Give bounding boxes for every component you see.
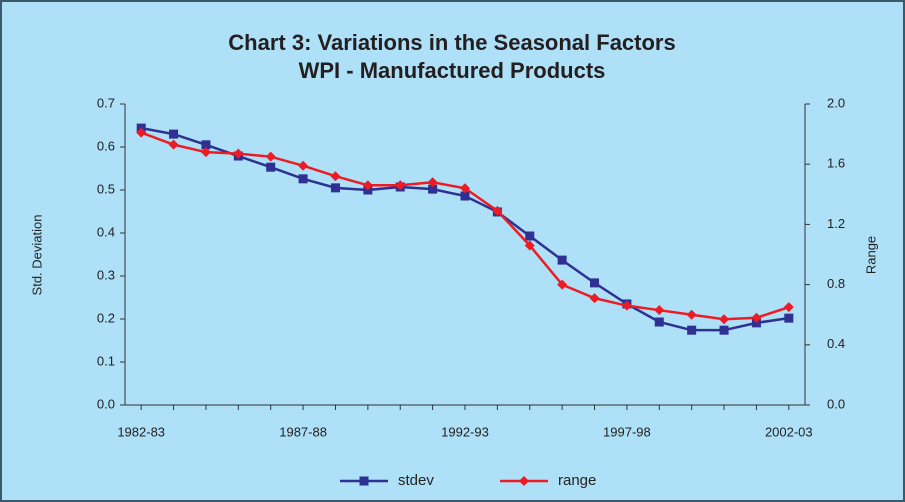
marker [524, 240, 535, 251]
y-tick-label: 0.7 [97, 95, 115, 110]
y2-axis-label: Range [863, 236, 878, 274]
marker [395, 180, 406, 191]
x-tick-label: 1992-93 [441, 424, 489, 439]
marker [359, 476, 369, 486]
legend-label: stdev [398, 472, 434, 489]
y2-tick-label: 1.6 [827, 156, 845, 171]
marker [460, 183, 470, 194]
y-tick-label: 0.3 [97, 267, 115, 282]
y2-tick-label: 0.0 [827, 396, 845, 411]
chart-title: Chart 3: Variations in the Seasonal Fact… [228, 30, 675, 55]
y-tick-label: 0.5 [97, 181, 115, 196]
marker [136, 127, 147, 138]
marker [330, 171, 341, 182]
marker [621, 300, 632, 311]
marker [330, 183, 340, 193]
marker [654, 305, 665, 316]
marker [169, 129, 179, 139]
y-tick-label: 0.0 [97, 396, 115, 411]
marker [492, 205, 503, 216]
marker [168, 139, 179, 150]
marker [200, 147, 211, 158]
y-tick-label: 0.4 [97, 224, 115, 239]
marker [784, 313, 794, 323]
marker [428, 184, 438, 194]
marker [519, 476, 529, 486]
marker [557, 255, 567, 265]
y2-tick-label: 2.0 [827, 95, 845, 110]
marker [557, 279, 568, 290]
marker [525, 231, 535, 241]
marker [265, 151, 276, 162]
y-tick-label: 0.1 [97, 353, 115, 368]
x-tick-label: 2002-03 [765, 424, 813, 439]
marker [783, 302, 794, 313]
legend-label: range [558, 472, 596, 489]
marker [362, 180, 373, 191]
marker [719, 314, 730, 325]
marker [460, 191, 470, 201]
x-tick-label: 1997-98 [603, 424, 651, 439]
marker [687, 325, 697, 335]
y-axis-label: Std. Deviation [29, 215, 44, 296]
marker [233, 148, 244, 159]
marker [751, 318, 761, 328]
y2-tick-label: 0.4 [827, 336, 845, 351]
y-tick-label: 0.6 [97, 138, 115, 153]
marker [589, 293, 600, 304]
marker [201, 140, 211, 150]
marker [719, 325, 729, 335]
chart-subtitle: WPI - Manufactured Products [299, 58, 606, 83]
marker [751, 312, 762, 323]
x-tick-label: 1982-83 [117, 424, 165, 439]
y-tick-label: 0.2 [97, 310, 115, 325]
marker [686, 309, 697, 320]
y2-tick-label: 1.2 [827, 216, 845, 231]
marker [266, 162, 276, 172]
y2-tick-label: 0.8 [827, 276, 845, 291]
marker [590, 278, 600, 288]
marker [427, 177, 438, 188]
x-tick-label: 1987-88 [279, 424, 327, 439]
marker [298, 160, 309, 171]
marker [298, 174, 308, 184]
marker [654, 317, 664, 327]
